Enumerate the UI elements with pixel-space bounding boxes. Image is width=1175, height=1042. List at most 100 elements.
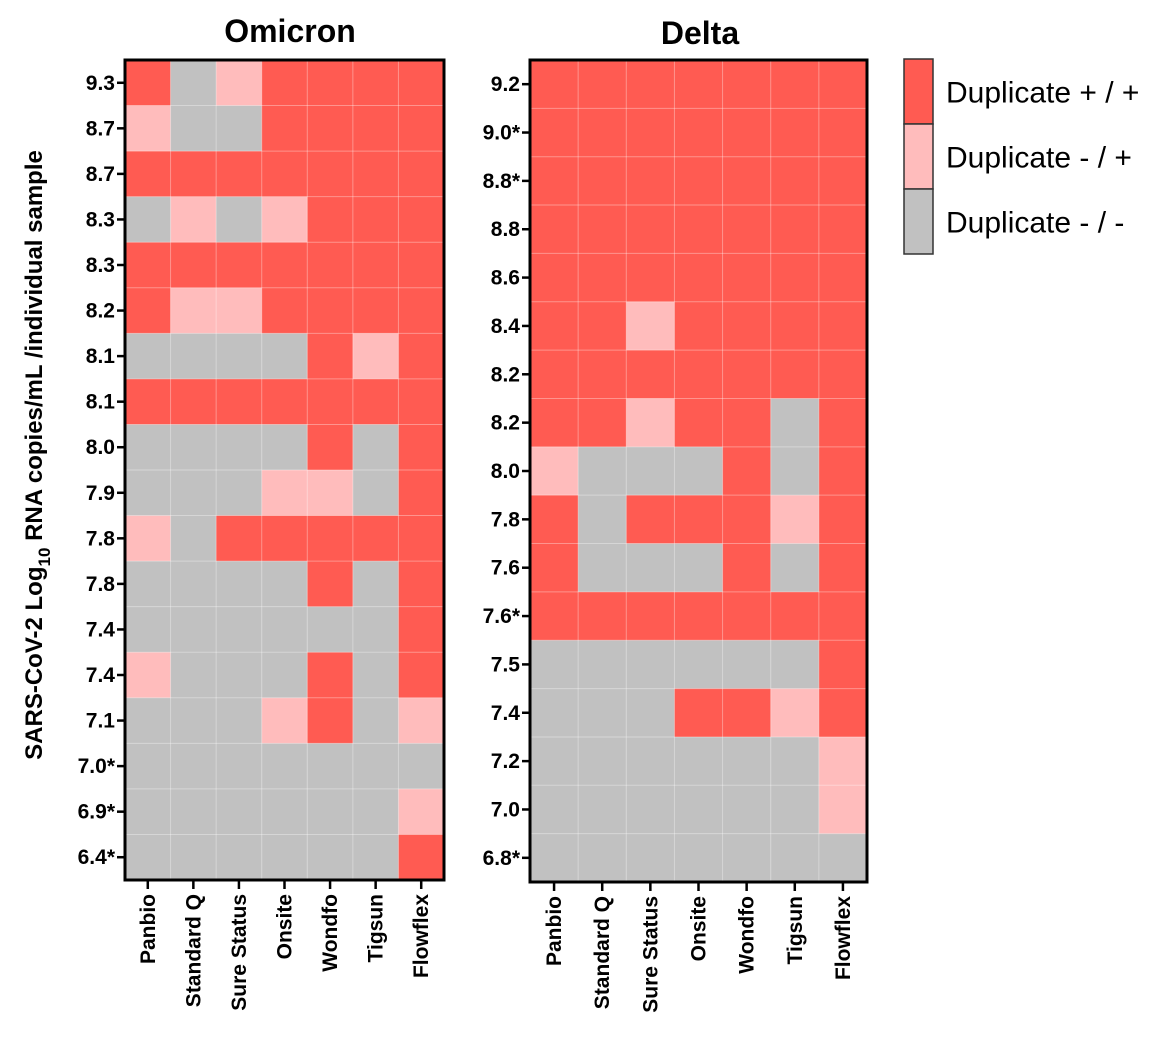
heatmap-cell xyxy=(578,108,627,158)
heatmap-cell xyxy=(818,301,868,351)
heatmap-cell xyxy=(307,151,354,198)
heatmap-cell xyxy=(261,424,308,471)
heatmap-cell xyxy=(261,378,308,425)
heatmap-cell xyxy=(307,242,354,289)
heatmap-cell xyxy=(770,833,820,883)
y-tick-label: 7.8 xyxy=(86,573,116,596)
y-tick-label: 6.4* xyxy=(78,846,116,869)
heatmap-cell xyxy=(398,287,445,334)
heatmap-cell xyxy=(307,287,354,334)
heatmap-cell xyxy=(674,301,723,351)
heatmap-cell xyxy=(578,495,627,544)
heatmap-cell xyxy=(770,543,820,593)
heatmap-cell xyxy=(125,561,171,608)
heatmap-cell xyxy=(818,398,868,448)
x-tick-label: Sure Status xyxy=(639,896,662,1013)
heatmap-cell xyxy=(626,350,675,399)
x-tick-label: Standard Q xyxy=(591,896,614,1009)
heatmap-cell xyxy=(578,785,627,835)
heatmap-cell xyxy=(674,205,723,254)
y-tick-label: 7.2 xyxy=(491,750,520,773)
heatmap-cell xyxy=(530,253,579,303)
x-tick-label: Flowflex xyxy=(410,894,433,978)
heatmap-cell xyxy=(770,736,820,786)
y-axis-label: SARS-CoV-2 Log10 RNA copies/mL /individu… xyxy=(21,150,54,760)
heatmap-cell xyxy=(578,543,627,593)
heatmap-cell xyxy=(216,151,263,198)
heatmap-cell xyxy=(125,743,171,790)
heatmap-cell xyxy=(530,156,579,206)
heatmap-cell xyxy=(578,398,627,448)
y-tick-label: 7.4 xyxy=(491,702,521,725)
heatmap-cell xyxy=(398,561,445,608)
heatmap-cell xyxy=(626,446,675,496)
heatmap-cell xyxy=(216,378,263,425)
heatmap-panel-delta: Delta 9.2 9.0* 8.8* 8.8 8.6 8.4 8.2 8.2 8.0 7.8 7.6… xyxy=(483,15,869,1013)
heatmap-cell xyxy=(818,591,868,641)
heatmap-cell xyxy=(261,652,308,699)
heatmap-cell xyxy=(216,515,263,562)
heatmap-cell xyxy=(398,606,445,653)
heatmap-cell xyxy=(352,561,399,608)
heatmap-cell xyxy=(626,640,675,689)
heatmap-cell xyxy=(170,788,217,835)
heatmap-cell xyxy=(530,736,579,786)
heatmap-cell xyxy=(818,205,868,254)
y-tick-label: 7.8 xyxy=(491,508,521,531)
y-tick-label: 7.8 xyxy=(86,527,116,550)
y-tick-label: 8.2 xyxy=(491,363,520,386)
heatmap-cell xyxy=(398,242,445,289)
heatmap-cell xyxy=(530,205,579,254)
heatmap-cell xyxy=(578,156,627,206)
heatmap-cell xyxy=(170,652,217,699)
heatmap-cell xyxy=(722,446,772,496)
heatmap-cell xyxy=(578,736,627,786)
legend-swatch xyxy=(903,123,934,190)
heatmap-cell xyxy=(170,697,217,744)
heatmap-cell xyxy=(170,378,217,425)
y-tick-label: 8.0 xyxy=(86,436,115,459)
y-tick-label: 8.7 xyxy=(86,163,115,186)
heatmap-cell xyxy=(770,398,820,448)
heatmap-cell xyxy=(216,333,263,380)
heatmap-cell xyxy=(770,253,820,303)
heatmap-cell xyxy=(352,470,399,516)
heatmap-cell xyxy=(398,60,445,106)
heatmap-panel-omicron: Omicron 9.3 8.7 8.7 8.3 8.3 8.2 8.1 8.1 8.0 7.9 7.8… xyxy=(78,13,446,1011)
legend-swatch xyxy=(903,188,934,255)
y-tick-label: 8.2 xyxy=(86,300,115,323)
heatmap-cell xyxy=(578,640,627,689)
heatmap-cell xyxy=(626,205,675,254)
heatmap-cell xyxy=(125,606,171,653)
heatmap-cell xyxy=(216,242,263,289)
heatmap-cell xyxy=(818,446,868,496)
chart-title: Omicron xyxy=(224,13,356,49)
heatmap-cell xyxy=(170,743,217,790)
heatmap-cell xyxy=(170,151,217,198)
heatmap-cell xyxy=(261,561,308,608)
heatmap-cell xyxy=(626,108,675,158)
heatmap-cell xyxy=(626,785,675,835)
heatmap-cell xyxy=(307,697,354,744)
heatmap-cell xyxy=(216,60,263,106)
heatmap-cell xyxy=(722,736,772,786)
heatmap-cell xyxy=(530,543,579,593)
heatmap-cell xyxy=(352,378,399,425)
heatmap-cell xyxy=(352,60,399,106)
y-tick-label: 7.4 xyxy=(86,618,116,641)
heatmap-cell xyxy=(530,108,579,158)
y-tick-label: 7.4 xyxy=(86,664,116,687)
y-tick-label: 8.1 xyxy=(86,345,116,368)
y-tick-label: 8.2 xyxy=(491,412,520,435)
heatmap-cell xyxy=(818,785,868,835)
y-tick-label: 8.7 xyxy=(86,117,115,140)
heatmap-cell xyxy=(818,688,868,738)
heatmap-cell xyxy=(674,688,723,738)
heatmap-cell xyxy=(770,60,820,109)
heatmap-cell xyxy=(352,515,399,562)
y-tick-label: 6.8* xyxy=(483,847,521,870)
heatmap-cell xyxy=(818,543,868,593)
heatmap-cell xyxy=(307,378,354,425)
heatmap-cell xyxy=(125,652,171,699)
